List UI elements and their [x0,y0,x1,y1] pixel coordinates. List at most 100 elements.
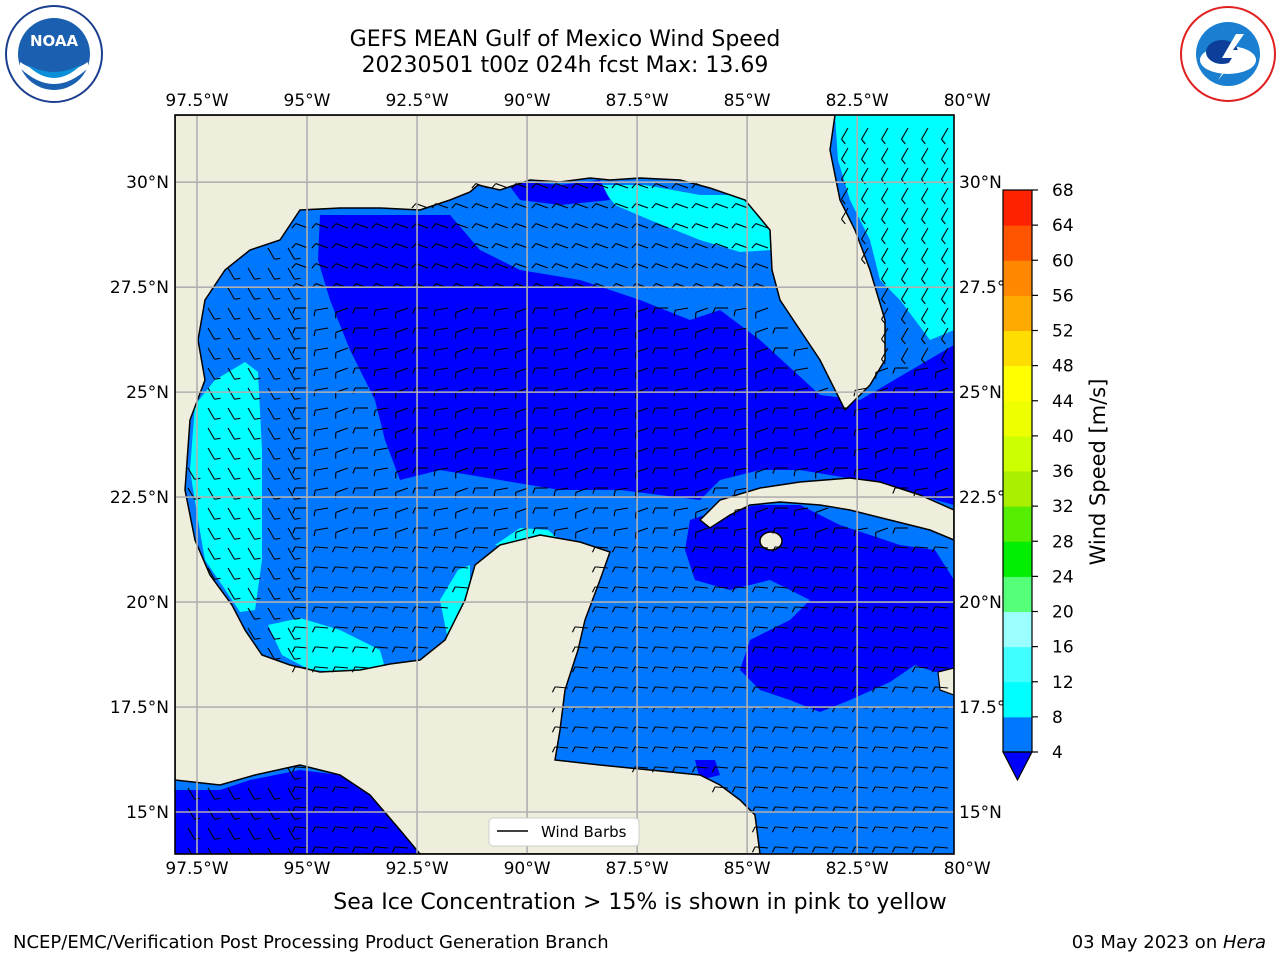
wind-barb [311,263,329,269]
wind-barb [691,686,709,693]
wind-barb [553,487,569,497]
wind-barb [772,427,788,434]
wind-barb [881,267,889,285]
wind-barb [931,586,949,593]
wind-barb [673,367,689,377]
wind-barb [511,243,529,249]
wind-barb [691,263,709,269]
wind-barb [455,427,469,439]
wind-barb [712,407,728,414]
cyan-wind-atlantic [835,115,954,340]
wind-barb [712,347,728,354]
wind-barb [313,527,329,537]
wind-barb [551,203,569,209]
wind-barb [352,407,368,414]
noaa-logo-text: NOAA [30,32,79,50]
wind-barb [901,347,909,365]
wind-barb [351,243,369,249]
wind-barb [491,263,509,269]
wind-barb [791,766,809,773]
wind-barb [611,626,629,633]
wind-barb [511,183,529,189]
wind-barb [311,786,329,793]
wind-barb [292,427,308,434]
wind-barb [451,203,469,209]
wind-barb [671,626,689,633]
wind-barb [471,546,489,553]
wind-barb [455,367,469,379]
wind-barb [921,227,929,245]
lat-tick-left-3: 22.5°N [110,488,169,508]
wind-barb [331,626,349,633]
wind-barb [733,407,749,417]
wind-barb [831,746,849,753]
wind-barb [227,507,241,520]
wind-barb [351,666,369,673]
colorbar-segment [1003,190,1032,226]
wind-barb [311,586,329,593]
wind-barb [771,626,789,633]
wind-barb [287,507,301,520]
nws-logo [1180,6,1276,102]
wind-barb [771,586,789,593]
wind-barb [431,626,449,633]
wind-barb [881,287,889,305]
wind-barb [671,606,689,613]
wind-barb [832,447,848,454]
wind-barb [515,447,529,459]
wind-barb [352,447,368,454]
lat-ticks-left: 30°N 27.5°N 25°N 22.5°N 20°N 17.5°N 15°N [110,173,169,823]
wind-barb [871,846,889,853]
wind-barb [571,626,589,633]
dark-wind-caribbean [685,505,954,712]
wind-barb [921,307,929,325]
wind-barb [891,606,909,613]
wind-barb [691,626,709,633]
colorbar-tick: 64 [1052,216,1074,236]
wind-barb [532,467,548,474]
wind-barb [267,807,281,820]
wind-barb [931,566,949,573]
lat-tick-right-0: 30°N [959,173,1002,193]
wind-barb [793,367,809,377]
wind-barb [472,307,488,314]
wind-barb [901,307,909,325]
wind-barb [591,686,609,693]
wind-barb [673,307,689,317]
wind-barb [811,566,829,573]
wind-barb [831,546,849,553]
wind-barb [335,527,349,539]
wind-barb [671,243,689,249]
wind-barb [267,787,281,800]
wind-barb [511,203,529,209]
wind-barb [227,407,241,420]
wind-barb [831,586,849,593]
wind-barb [652,427,668,434]
wind-barb [531,243,549,249]
wind-barb [651,686,669,693]
wind-barb [755,347,769,359]
wind-barb [711,726,729,733]
wind-barb [373,327,389,337]
wind-barb [711,666,729,673]
wind-barb [207,827,221,840]
wind-barb [207,327,221,340]
wind-barb [673,387,689,397]
wind-barb [391,263,409,269]
wind-barb [575,527,589,539]
wind-barb [313,347,329,357]
wind-barb [772,447,788,454]
wind-barb [751,786,769,793]
wind-barb [351,646,369,653]
wind-barb [291,646,309,653]
wind-barb [313,307,329,317]
wind-barb [351,566,369,573]
wind-barb [391,223,409,229]
wind-barb [431,203,449,209]
wind-barb [371,846,389,853]
map-frame [174,114,955,855]
colorbar-tick: 48 [1052,357,1074,377]
wind-barb [591,726,609,733]
wind-barb [267,607,281,620]
wind-barb [207,547,221,560]
